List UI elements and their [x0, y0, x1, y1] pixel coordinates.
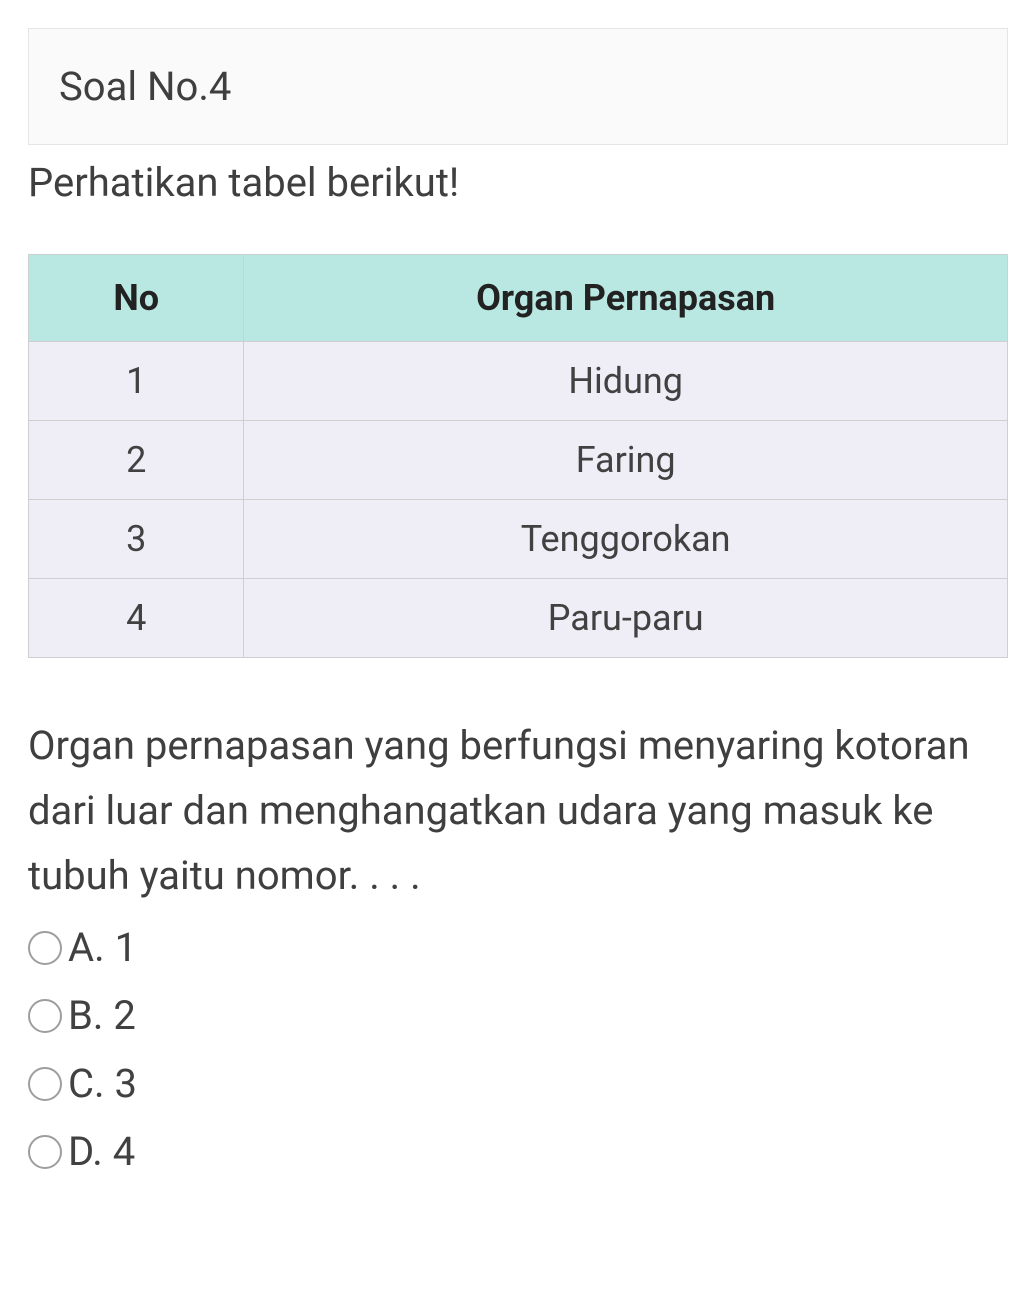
cell-organ: Tenggorokan [244, 500, 1008, 579]
cell-organ: Faring [244, 421, 1008, 500]
col-header-organ: Organ Pernapasan [244, 255, 1008, 342]
option-label: A. 1 [68, 914, 137, 982]
radio-icon[interactable] [28, 1067, 62, 1101]
cell-no: 3 [29, 500, 244, 579]
cell-organ: Paru-paru [244, 579, 1008, 658]
radio-icon[interactable] [28, 931, 62, 965]
table-row: 1 Hidung [29, 342, 1008, 421]
cell-organ: Hidung [244, 342, 1008, 421]
cell-no: 4 [29, 579, 244, 658]
option-a[interactable]: A. 1 [28, 914, 1008, 982]
col-header-no: No [29, 255, 244, 342]
radio-icon[interactable] [28, 999, 62, 1033]
question-text: Organ pernapasan yang berfungsi menyarin… [28, 714, 1008, 908]
options-group: A. 1 B. 2 C. 3 D. 4 [28, 914, 1008, 1186]
option-c[interactable]: C. 3 [28, 1050, 1008, 1118]
option-label: D. 4 [68, 1118, 135, 1186]
option-label: B. 2 [68, 982, 136, 1050]
radio-icon[interactable] [28, 1135, 62, 1169]
question-title-box: Soal No.4 [28, 28, 1008, 145]
table-row: 2 Faring [29, 421, 1008, 500]
intro-text: Perhatikan tabel berikut! [28, 159, 1008, 206]
table-row: 3 Tenggorokan [29, 500, 1008, 579]
option-d[interactable]: D. 4 [28, 1118, 1008, 1186]
table-row: 4 Paru-paru [29, 579, 1008, 658]
cell-no: 1 [29, 342, 244, 421]
table-header-row: No Organ Pernapasan [29, 255, 1008, 342]
option-b[interactable]: B. 2 [28, 982, 1008, 1050]
cell-no: 2 [29, 421, 244, 500]
question-title: Soal No.4 [59, 63, 231, 110]
organ-table: No Organ Pernapasan 1 Hidung 2 Faring 3 … [28, 254, 1008, 658]
option-label: C. 3 [68, 1050, 137, 1118]
